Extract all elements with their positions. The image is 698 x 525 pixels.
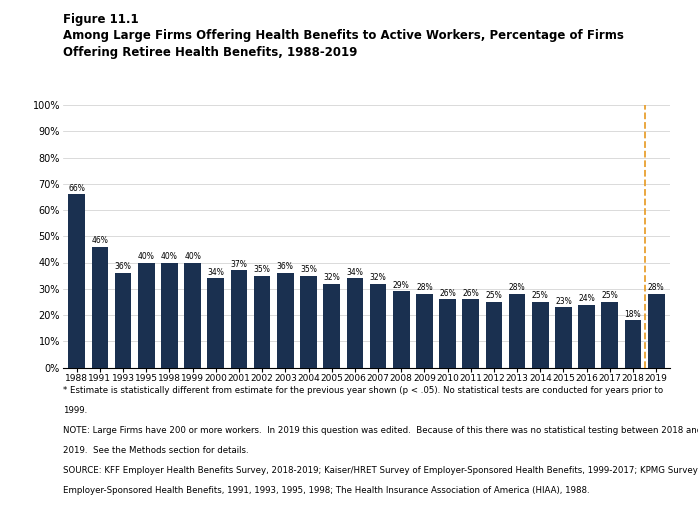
Bar — [91, 247, 108, 368]
Text: 40%: 40% — [138, 252, 155, 261]
Bar — [625, 320, 641, 368]
Bar — [277, 273, 294, 368]
Bar — [462, 299, 479, 368]
Bar — [602, 302, 618, 368]
Text: 40%: 40% — [184, 252, 201, 261]
Bar — [138, 262, 154, 368]
Bar — [207, 278, 224, 367]
Text: 28%: 28% — [509, 284, 526, 292]
Text: 34%: 34% — [346, 268, 363, 277]
Text: Offering Retiree Health Benefits, 1988-2019: Offering Retiree Health Benefits, 1988-2… — [63, 46, 357, 59]
Bar — [555, 307, 572, 368]
Bar — [509, 294, 526, 367]
Bar — [323, 284, 340, 367]
Bar — [114, 273, 131, 368]
Text: 1999.: 1999. — [63, 406, 87, 415]
Text: 35%: 35% — [253, 265, 271, 274]
Bar — [346, 278, 363, 367]
Bar — [486, 302, 503, 368]
Bar — [532, 302, 549, 368]
Text: 35%: 35% — [300, 265, 317, 274]
Text: 34%: 34% — [207, 268, 224, 277]
Bar — [68, 194, 85, 368]
Text: Among Large Firms Offering Health Benefits to Active Workers, Percentage of Firm: Among Large Firms Offering Health Benefi… — [63, 29, 624, 42]
Text: 26%: 26% — [462, 289, 479, 298]
Text: 40%: 40% — [161, 252, 178, 261]
Text: * Estimate is statistically different from estimate for the previous year shown : * Estimate is statistically different fr… — [63, 386, 663, 395]
Text: NOTE: Large Firms have 200 or more workers.  In 2019 this question was edited.  : NOTE: Large Firms have 200 or more worke… — [63, 426, 698, 435]
Text: 24%: 24% — [578, 294, 595, 303]
Bar — [416, 294, 433, 367]
Bar — [439, 299, 456, 368]
Text: 26%: 26% — [439, 289, 456, 298]
Text: 2019.  See the Methods section for details.: 2019. See the Methods section for detail… — [63, 446, 248, 455]
Text: 25%: 25% — [532, 291, 549, 300]
Text: 25%: 25% — [602, 291, 618, 300]
Text: 37%: 37% — [230, 260, 247, 269]
Text: 28%: 28% — [648, 284, 664, 292]
Bar — [161, 262, 178, 368]
Text: 66%: 66% — [68, 184, 85, 193]
Text: 46%: 46% — [91, 236, 108, 245]
Bar — [579, 304, 595, 368]
Text: 32%: 32% — [370, 273, 387, 282]
Text: Employer-Sponsored Health Benefits, 1991, 1993, 1995, 1998; The Health Insurance: Employer-Sponsored Health Benefits, 1991… — [63, 486, 589, 495]
Text: 28%: 28% — [416, 284, 433, 292]
Text: SOURCE: KFF Employer Health Benefits Survey, 2018-2019; Kaiser/HRET Survey of Em: SOURCE: KFF Employer Health Benefits Sur… — [63, 466, 698, 475]
Text: 18%: 18% — [625, 310, 641, 319]
Text: 25%: 25% — [486, 291, 503, 300]
Text: 36%: 36% — [277, 262, 294, 271]
Text: 23%: 23% — [555, 297, 572, 306]
Text: 36%: 36% — [114, 262, 131, 271]
Bar — [370, 284, 387, 367]
Text: 32%: 32% — [323, 273, 340, 282]
Bar — [393, 291, 410, 367]
Bar — [254, 276, 271, 368]
Bar — [184, 262, 201, 368]
Bar — [648, 294, 664, 367]
Bar — [300, 276, 317, 368]
Text: 29%: 29% — [393, 281, 410, 290]
Text: Figure 11.1: Figure 11.1 — [63, 13, 138, 26]
Bar — [230, 270, 247, 368]
